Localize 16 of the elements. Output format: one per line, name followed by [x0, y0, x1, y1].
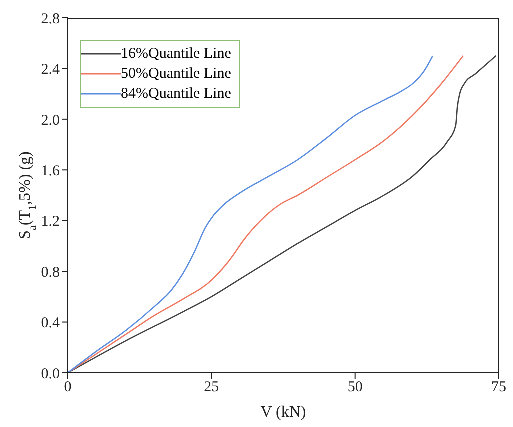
- legend-label: 84%Quantile Line: [121, 85, 232, 104]
- y-tick-label: 2.0: [41, 112, 60, 129]
- y-tick-label: 2.8: [41, 11, 60, 28]
- y-tick-label: 2.4: [41, 62, 60, 78]
- y-tick-label: 0.4: [41, 316, 60, 332]
- y-tick-label: 0.0: [41, 366, 60, 382]
- legend-label: 50%Quantile Line: [121, 65, 232, 84]
- legend-label: 16%Quantile Line: [121, 45, 232, 64]
- x-tick-label: 50: [348, 380, 363, 396]
- x-axis-title: V (kN): [260, 404, 306, 421]
- y-tick-label: 1.2: [41, 214, 60, 230]
- x-tick-label: 25: [204, 380, 220, 396]
- y-tick-label: 0.8: [41, 264, 60, 281]
- y-tick-label: 1.6: [41, 163, 60, 180]
- x-tick-label: 0: [64, 380, 72, 396]
- x-tick-label: 75: [492, 380, 506, 396]
